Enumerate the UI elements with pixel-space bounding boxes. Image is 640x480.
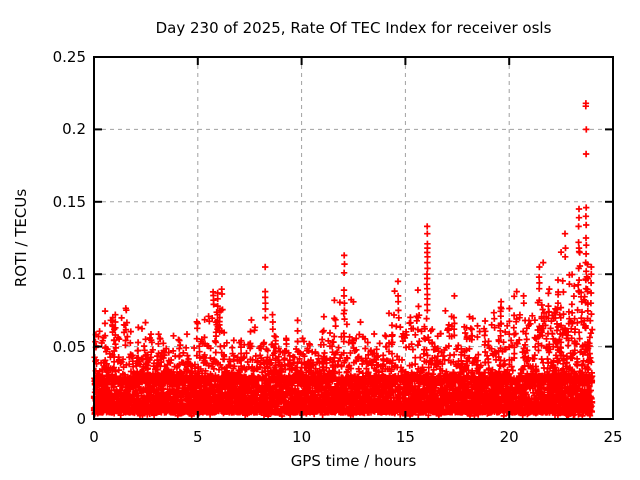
chart-title: Day 230 of 2025, Rate Of TEC Index for r… <box>155 19 552 37</box>
x-tick-label: 25 <box>603 428 623 446</box>
plot-border-and-ticks <box>93 56 614 420</box>
y-tick-label: 0 <box>76 410 86 428</box>
y-tick-label: 0.2 <box>62 120 86 139</box>
x-tick-label: 20 <box>499 428 519 446</box>
y-tick-label: 0.1 <box>62 265 86 284</box>
x-tick-label: 15 <box>395 428 415 446</box>
y-tick-label: 0.05 <box>52 337 86 356</box>
scatter-points <box>90 100 596 420</box>
x-tick-label: 5 <box>193 428 203 446</box>
x-tick-label: 10 <box>292 428 312 446</box>
y-tick-label: 0.15 <box>52 192 86 211</box>
x-axis-label: GPS time / hours <box>290 452 417 470</box>
y-tick-label: 0.25 <box>52 48 86 66</box>
x-tick-label: 0 <box>89 428 99 446</box>
